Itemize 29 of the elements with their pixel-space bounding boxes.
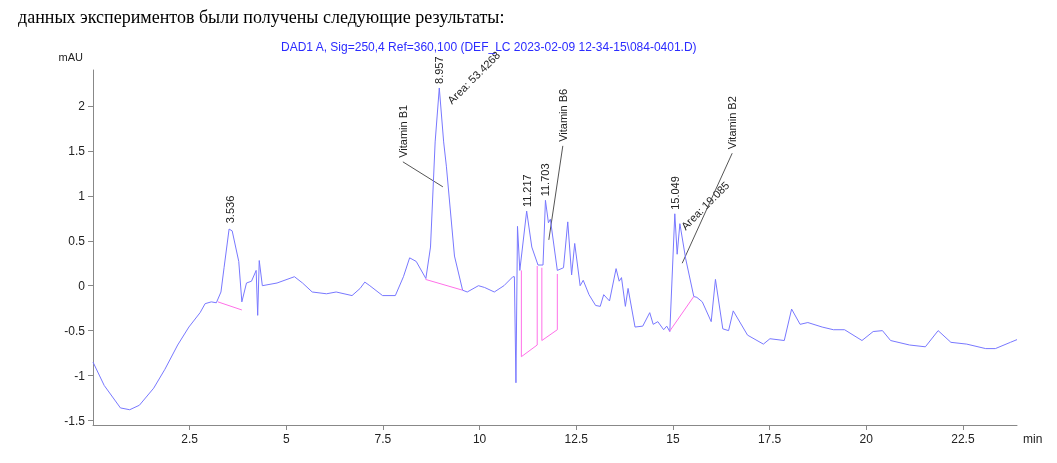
annotation: 3.536 bbox=[223, 195, 236, 224]
y-tick-label: -1.5 bbox=[64, 413, 86, 428]
y-tick-label: 2 bbox=[78, 98, 86, 113]
text: данных экспериментов были получены следующие результаты: bbox=[18, 7, 505, 27]
annotation: 11.703 bbox=[539, 163, 552, 197]
y-tick-label: -1 bbox=[74, 368, 86, 383]
x-tick-label: 15 bbox=[666, 432, 680, 446]
x-tick-label: 17.5 bbox=[757, 432, 782, 446]
annotation: 11.217 bbox=[520, 174, 533, 208]
chart-title: DAD1 A, Sig=250,4 Ref=360,100 (DEF_LC 2023-02-09 12-34-15\084-0401.D) bbox=[281, 40, 697, 54]
y-tick-label: 1 bbox=[78, 188, 86, 203]
y-tick-label: 1.5 bbox=[68, 143, 86, 158]
x-tick-label: 2.5 bbox=[181, 432, 199, 446]
x-tick-label: 7.5 bbox=[374, 432, 392, 446]
y-axis-title: mAU bbox=[58, 50, 84, 63]
annotation: Vitamin B6 bbox=[556, 88, 569, 142]
annotation: 15.049 bbox=[668, 176, 681, 210]
y-tick-label: 0.5 bbox=[68, 233, 86, 248]
x-tick-label: 20 bbox=[859, 432, 874, 446]
x-axis-title: min bbox=[1023, 432, 1043, 446]
x-tick-label: 12.5 bbox=[564, 432, 589, 446]
x-tick-label: 5 bbox=[282, 432, 290, 446]
y-tick-label: 0 bbox=[78, 278, 86, 293]
x-tick-label: 22.5 bbox=[951, 432, 975, 446]
annotation: Vitamin B2 bbox=[726, 96, 739, 150]
annotation: 8.957 bbox=[433, 56, 446, 84]
x-tick-label: 10 bbox=[472, 432, 487, 446]
y-tick-label: -0.5 bbox=[64, 323, 86, 338]
annotation: Vitamin B1 bbox=[396, 104, 409, 158]
